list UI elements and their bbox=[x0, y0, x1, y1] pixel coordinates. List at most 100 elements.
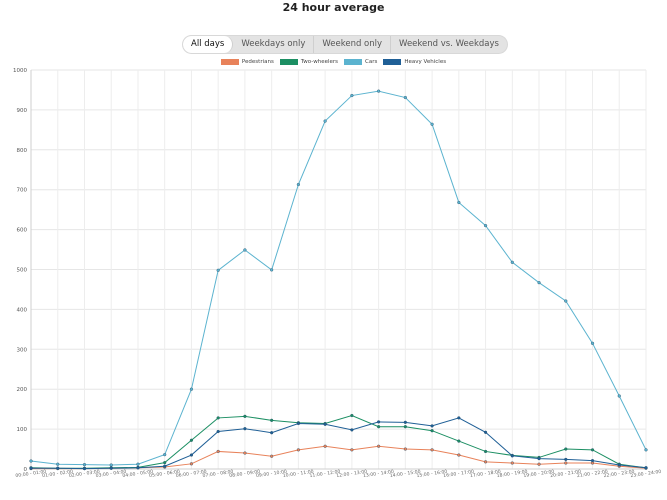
x-tick-label: 19:00 - 20:00 bbox=[523, 469, 555, 479]
data-point-cars bbox=[377, 89, 381, 93]
data-point-cars bbox=[82, 463, 87, 467]
data-point-pedestrians bbox=[189, 462, 194, 466]
data-point-cars bbox=[457, 200, 461, 205]
data-point-pedestrians bbox=[564, 461, 568, 465]
data-point-pedestrians bbox=[403, 447, 407, 451]
data-point-heavy-vehicles bbox=[377, 420, 381, 424]
data-point-heavy-vehicles bbox=[243, 427, 247, 431]
legend-label-heavy-vehicles: Heavy Vehicles bbox=[404, 59, 447, 65]
data-point-heavy-vehicles bbox=[56, 466, 60, 470]
x-tick-label: 13:00 - 14:00 bbox=[363, 469, 395, 479]
data-point-pedestrians bbox=[483, 460, 488, 464]
x-tick-label: 15:00 - 16:00 bbox=[416, 469, 448, 479]
data-point-cars bbox=[270, 268, 274, 272]
series-line-two-wheelers bbox=[30, 414, 647, 469]
data-point-cars bbox=[109, 463, 113, 467]
y-tick-label: 400 bbox=[17, 307, 28, 313]
data-point-heavy-vehicles bbox=[510, 454, 514, 458]
x-tick-label: 01:00 - 02:00 bbox=[42, 469, 74, 479]
data-point-heavy-vehicles bbox=[483, 430, 488, 434]
tab-weekend-only[interactable]: Weekend only bbox=[314, 36, 392, 53]
legend-label-cars: Cars bbox=[365, 59, 378, 65]
data-point-cars bbox=[403, 95, 407, 100]
data-point-cars bbox=[243, 248, 247, 252]
x-tick-label: 18:00 - 19:00 bbox=[496, 469, 528, 479]
data-point-two-wheelers bbox=[483, 449, 488, 454]
x-tick-label: 17:00 - 18:00 bbox=[470, 469, 502, 479]
x-tick-label: 22:00 - 23:00 bbox=[603, 469, 635, 479]
series-line-heavy-vehicles bbox=[31, 417, 647, 470]
data-point-two-wheelers bbox=[457, 439, 461, 443]
data-point-two-wheelers bbox=[564, 447, 568, 451]
legend-label-two-wheelers: Two-wheelers bbox=[300, 59, 339, 65]
y-tick-label: 700 bbox=[17, 188, 28, 194]
data-point-heavy-vehicles bbox=[270, 431, 274, 435]
data-point-cars bbox=[189, 387, 194, 391]
data-point-heavy-vehicles bbox=[82, 467, 87, 471]
x-tick-label: 08:00 - 09:00 bbox=[229, 469, 261, 479]
x-tick-label: 11:00 - 12:00 bbox=[309, 469, 341, 479]
data-point-cars bbox=[136, 462, 140, 466]
data-point-pedestrians bbox=[243, 451, 247, 455]
y-tick-label: 800 bbox=[17, 148, 28, 154]
data-point-pedestrians bbox=[270, 454, 274, 458]
data-point-heavy-vehicles bbox=[403, 420, 407, 424]
data-point-heavy-vehicles bbox=[564, 457, 568, 462]
x-tick-label: 16:00 - 17:00 bbox=[443, 469, 475, 479]
data-point-heavy-vehicles bbox=[617, 463, 621, 467]
data-point-heavy-vehicles bbox=[430, 424, 434, 428]
legend-item-two-wheelers[interactable]: Two-wheelers bbox=[279, 59, 339, 65]
data-point-cars bbox=[644, 448, 648, 452]
data-point-heavy-vehicles bbox=[457, 416, 461, 420]
legend-swatch-heavy-vehicles bbox=[383, 59, 402, 65]
x-tick-label: 23:00 - 24:00 bbox=[630, 469, 662, 479]
y-tick-label: 0 bbox=[24, 467, 28, 473]
y-tick-label: 600 bbox=[17, 228, 28, 234]
data-point-two-wheelers bbox=[590, 448, 595, 452]
view-tabs: All days Weekdays only Weekend only Week… bbox=[183, 36, 507, 53]
legend-item-heavy-vehicles[interactable]: Heavy Vehicles bbox=[383, 59, 446, 65]
tab-all-days[interactable]: All days bbox=[183, 36, 234, 53]
series-line-pedestrians bbox=[31, 445, 647, 470]
legend-item-pedestrians[interactable]: Pedestrians bbox=[220, 59, 274, 65]
data-point-two-wheelers bbox=[163, 461, 167, 465]
data-point-pedestrians bbox=[323, 444, 327, 448]
data-point-heavy-vehicles bbox=[350, 428, 354, 432]
data-point-cars bbox=[163, 453, 167, 457]
data-point-cars bbox=[29, 459, 33, 463]
y-tick-label: 500 bbox=[17, 268, 28, 274]
legend-label-pedestrians: Pedestrians bbox=[241, 59, 274, 65]
data-point-cars bbox=[537, 281, 541, 285]
legend-item-cars[interactable]: Cars bbox=[344, 59, 377, 65]
data-point-cars bbox=[564, 299, 568, 303]
data-point-cars bbox=[510, 260, 514, 264]
series-line-cars bbox=[30, 90, 647, 466]
data-point-heavy-vehicles bbox=[109, 466, 113, 470]
data-point-two-wheelers bbox=[430, 429, 434, 433]
x-tick-label: 04:00 - 05:00 bbox=[122, 469, 154, 479]
tab-weekdays-only[interactable]: Weekdays only bbox=[233, 36, 315, 53]
y-tick-label: 300 bbox=[17, 347, 28, 353]
data-point-pedestrians bbox=[510, 461, 514, 465]
x-tick-label: 03:00 - 04:00 bbox=[95, 469, 127, 479]
data-point-pedestrians bbox=[377, 444, 381, 448]
y-tick-label: 100 bbox=[17, 427, 28, 433]
x-tick-label: 06:00 - 07:00 bbox=[175, 469, 207, 479]
legend-swatch-pedestrians bbox=[220, 59, 239, 65]
data-point-two-wheelers bbox=[243, 414, 247, 418]
data-point-two-wheelers bbox=[216, 416, 220, 420]
data-point-heavy-vehicles bbox=[590, 459, 595, 463]
data-point-heavy-vehicles bbox=[323, 422, 327, 426]
x-tick-label: 21:00 - 22:00 bbox=[577, 469, 609, 479]
data-point-cars bbox=[617, 394, 621, 398]
data-point-two-wheelers bbox=[189, 438, 194, 442]
x-tick-label: 12:00 - 13:00 bbox=[336, 469, 368, 479]
y-tick-label: 900 bbox=[17, 108, 28, 114]
x-tick-label: 09:00 - 10:00 bbox=[256, 469, 288, 479]
data-point-cars bbox=[296, 182, 300, 187]
data-point-heavy-vehicles bbox=[189, 453, 194, 457]
data-point-heavy-vehicles bbox=[216, 429, 220, 434]
chart-legend: Pedestrians Two-wheelers Cars Heavy Vehi… bbox=[0, 59, 667, 65]
tab-weekend-vs-weekdays[interactable]: Weekend vs. Weekdays bbox=[399, 39, 499, 49]
